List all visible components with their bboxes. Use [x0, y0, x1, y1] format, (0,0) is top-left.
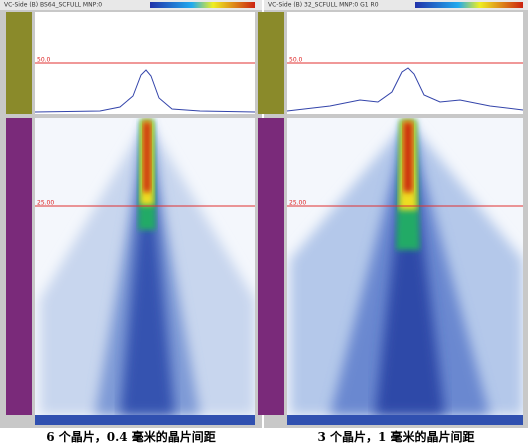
- beam: [290, 120, 523, 415]
- caption: 6 个晶片，0.4 毫米的晶片间距: [46, 429, 216, 444]
- header-bar: [0, 0, 262, 10]
- ruler-top: [6, 12, 32, 114]
- a-scan-curve: [286, 67, 524, 112]
- header-text: VC-Side (B) BS64_SCFULL MNP:0: [4, 2, 102, 9]
- gate-label: 50.0: [289, 57, 303, 64]
- ruler-bottom: [258, 118, 284, 415]
- gate-label: 50.0: [37, 57, 51, 64]
- header-text: VC-Side (B) 32_SCFULL MNP:0 G1 R0: [268, 2, 379, 9]
- ruler-top: [258, 12, 284, 114]
- palette: [150, 2, 255, 8]
- palette: [415, 2, 523, 8]
- scale-bar: [35, 415, 255, 425]
- a-scan-curve: [34, 69, 256, 113]
- gate-label: 25.00: [37, 200, 54, 207]
- beam: [40, 120, 255, 415]
- scale-bar: [287, 415, 523, 425]
- panel-right: VC-Side (B) 32_SCFULL MNP:0 G1 R0 50.0 2…: [258, 0, 528, 428]
- caption: 3 个晶片，1 毫米的晶片间距: [317, 429, 474, 444]
- ruler-bottom: [6, 118, 32, 415]
- header-bar: [264, 0, 528, 10]
- gate-label: 25.00: [289, 200, 306, 207]
- panel-left: VC-Side (B) BS64_SCFULL MNP:0 50.0 25.00: [0, 0, 262, 428]
